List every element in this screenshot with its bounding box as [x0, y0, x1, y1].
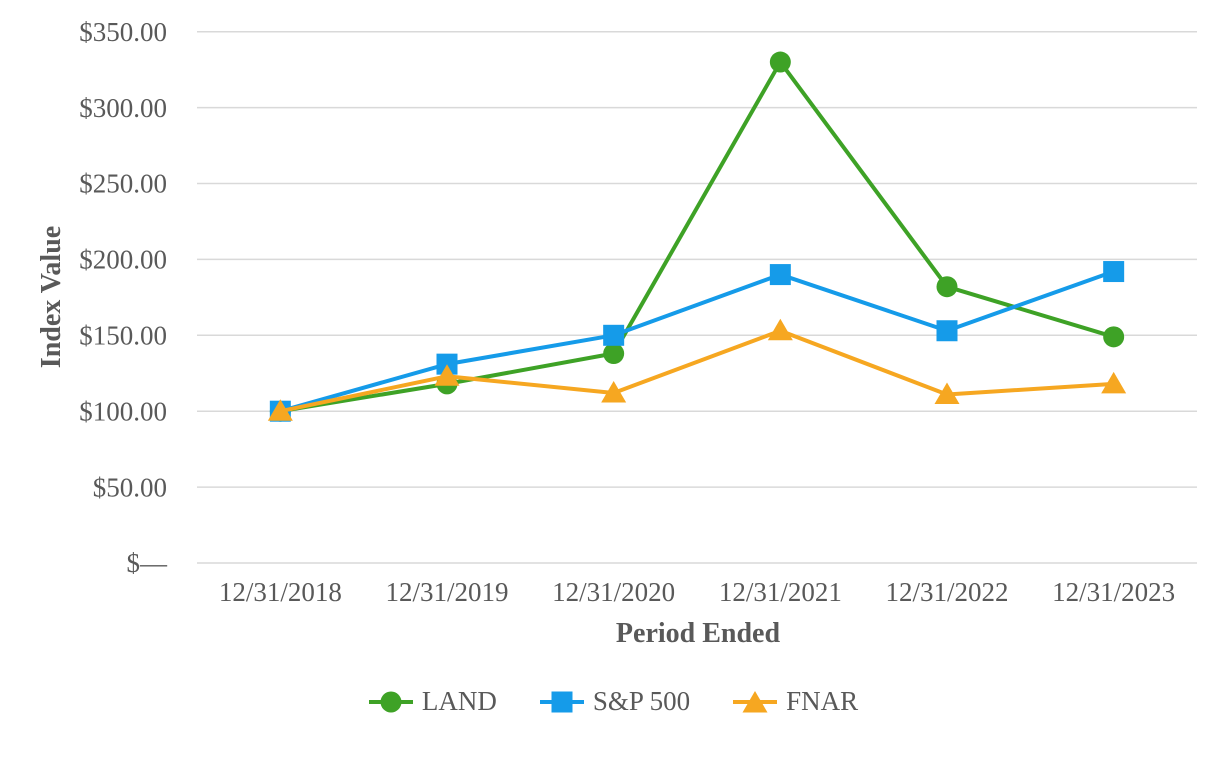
- data-point-marker: [1103, 261, 1125, 283]
- data-point-marker: [769, 51, 791, 73]
- y-tick-label: $350.00: [79, 17, 167, 47]
- legend-item-land: LAND: [368, 686, 497, 717]
- chart-legend: LAND S&P 500 FNAR: [0, 686, 1226, 717]
- data-point-marker: [769, 264, 791, 286]
- data-point-marker: [603, 324, 625, 346]
- y-tick-label: $100.00: [79, 396, 167, 426]
- data-point-marker: [936, 320, 958, 342]
- legend-label-fnar: FNAR: [786, 686, 859, 716]
- x-tick-label: 12/31/2020: [552, 577, 675, 607]
- legend-item-fnar: FNAR: [732, 686, 858, 717]
- legend-label-land: LAND: [421, 686, 497, 716]
- y-axis-title: Index Value: [36, 225, 67, 369]
- data-point-marker: [1101, 371, 1127, 394]
- x-tick-label: 12/31/2022: [885, 577, 1008, 607]
- series-line-land: [278, 60, 1116, 414]
- y-tick-label: $150.00: [79, 320, 167, 350]
- legend-circle-icon: [368, 691, 413, 712]
- data-point-marker: [767, 318, 793, 341]
- data-point-marker: [1103, 326, 1125, 348]
- y-tick-label: $250.00: [79, 169, 167, 199]
- data-point-marker: [934, 382, 960, 405]
- x-tick-label: 12/31/2019: [385, 577, 508, 607]
- data-point-marker: [601, 380, 627, 403]
- data-point-marker: [267, 399, 293, 421]
- legend-triangle-icon: [733, 690, 778, 712]
- data-point-marker: [603, 343, 625, 365]
- data-point-marker: [936, 276, 958, 298]
- y-tick-label: $—: [127, 548, 169, 578]
- legend-square-icon: [539, 691, 584, 712]
- y-tick-label: $300.00: [79, 93, 167, 123]
- legend-label-s-p-500: S&P 500: [592, 686, 691, 716]
- legend-item-s-p-500: S&P 500: [539, 686, 690, 717]
- data-point-marker: [436, 353, 458, 375]
- x-tick-label: 12/31/2023: [1052, 577, 1175, 607]
- x-tick-label: 12/31/2021: [719, 577, 842, 607]
- series-line-fnar: [278, 328, 1116, 414]
- x-axis-title: Period Ended: [615, 618, 781, 649]
- series-line-s-p-500: [278, 269, 1116, 414]
- data-point-marker: [434, 364, 460, 386]
- y-tick-label: $50.00: [93, 472, 167, 502]
- y-tick-label: $200.00: [79, 245, 167, 275]
- x-tick-label: 12/31/2018: [219, 577, 342, 607]
